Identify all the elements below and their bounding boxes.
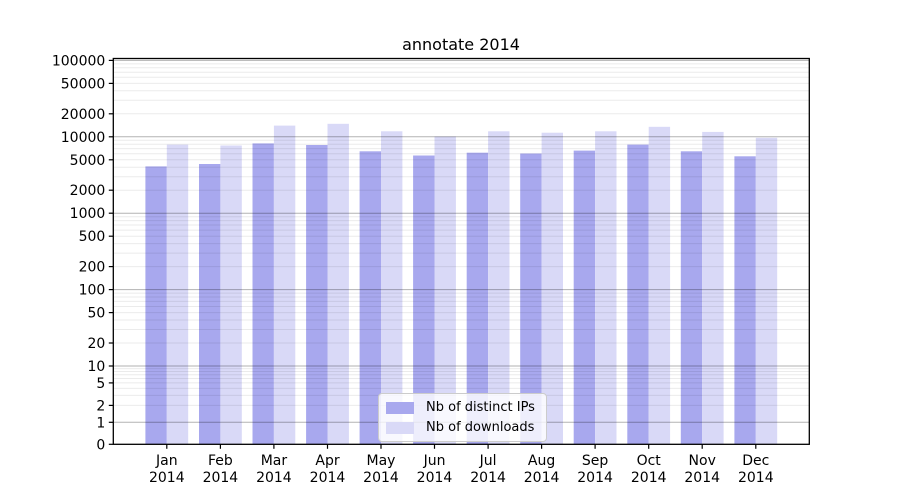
bar-nb-of-distinct-ips-dec xyxy=(734,156,756,445)
bar-nb-of-downloads-jun xyxy=(434,136,456,445)
y-tick-label-100: 100 xyxy=(79,283,106,299)
x-tick-label-oct: Oct xyxy=(637,453,662,469)
bar-nb-of-downloads-may xyxy=(381,131,403,445)
x-tick-label-nov: Nov xyxy=(689,453,716,469)
bar-nb-of-downloads-apr xyxy=(327,123,349,445)
bar-nb-of-distinct-ips-jan xyxy=(145,166,167,445)
x-tick-label-jun: Jun xyxy=(423,453,446,469)
x-tick-label-year-oct: 2014 xyxy=(631,470,667,486)
y-tick-label-2: 2 xyxy=(96,398,105,414)
x-tick-label-year-jul: 2014 xyxy=(470,470,506,486)
y-tick-label-200: 200 xyxy=(79,260,106,276)
bar-nb-of-downloads-oct xyxy=(648,126,671,445)
y-tick-label-5: 5 xyxy=(96,376,105,392)
x-tick-label-jan: Jan xyxy=(155,453,178,469)
x-tick-label-year-jun: 2014 xyxy=(417,470,453,486)
y-tick-label-500: 500 xyxy=(79,229,106,245)
bar-nb-of-distinct-ips-sep xyxy=(573,150,596,445)
y-tick-label-10000: 10000 xyxy=(61,130,106,146)
x-tick-label-year-aug: 2014 xyxy=(524,470,560,486)
bar-nb-of-distinct-ips-nov xyxy=(680,151,703,445)
y-tick-label-50000: 50000 xyxy=(61,76,106,92)
x-tick-label-apr: Apr xyxy=(315,453,339,469)
x-tick-label-year-jan: 2014 xyxy=(149,470,185,486)
bar-nb-of-downloads-aug xyxy=(541,132,563,445)
legend-swatch-distinct-ips-icon xyxy=(386,401,414,414)
y-tick-label-2000: 2000 xyxy=(70,183,106,199)
bar-nb-of-downloads-sep xyxy=(595,131,617,445)
bar-nb-of-downloads-jan xyxy=(166,144,189,445)
bar-nb-of-distinct-ips-apr xyxy=(306,145,328,445)
bar-nb-of-distinct-ips-aug xyxy=(520,153,542,445)
x-tick-label-year-nov: 2014 xyxy=(684,470,720,486)
x-tick-label-feb: Feb xyxy=(208,453,233,469)
x-tick-label-year-feb: 2014 xyxy=(203,470,239,486)
bar-nb-of-downloads-mar xyxy=(273,125,296,445)
x-tick-label-year-mar: 2014 xyxy=(256,470,292,486)
axes-frame xyxy=(112,57,810,445)
legend-label-downloads: Nb of downloads xyxy=(426,420,535,435)
x-tick-label-year-sep: 2014 xyxy=(577,470,613,486)
bar-nb-of-distinct-ips-oct xyxy=(627,144,649,445)
bar-nb-of-distinct-ips-jun xyxy=(413,155,435,445)
x-tick-label-sep: Sep xyxy=(582,453,609,469)
legend-item-distinct-ips: Nb of distinct IPs xyxy=(386,400,535,415)
y-tick-label-1: 1 xyxy=(96,415,105,431)
y-tick-label-5000: 5000 xyxy=(70,153,106,169)
legend: Nb of distinct IPs Nb of downloads xyxy=(378,393,547,442)
x-tick-label-may: May xyxy=(367,453,396,469)
y-tick-label-20: 20 xyxy=(87,336,105,352)
y-tick-label-10: 10 xyxy=(87,359,105,375)
y-tick-label-1000: 1000 xyxy=(70,206,106,222)
y-tick-label-0: 0 xyxy=(96,437,105,453)
bar-nb-of-downloads-jul xyxy=(488,131,510,445)
legend-item-downloads: Nb of downloads xyxy=(386,420,535,435)
x-tick-label-dec: Dec xyxy=(742,453,769,469)
chart-title: annotate 2014 xyxy=(402,35,520,54)
bar-nb-of-downloads-dec xyxy=(755,137,778,445)
x-tick-label-year-may: 2014 xyxy=(363,470,399,486)
bar-nb-of-distinct-ips-feb xyxy=(199,164,221,445)
x-tick-label-aug: Aug xyxy=(528,453,555,469)
y-tick-label-100000: 100000 xyxy=(52,53,105,69)
legend-label-distinct-ips: Nb of distinct IPs xyxy=(426,400,535,415)
y-tick-label-50: 50 xyxy=(87,306,105,322)
legend-swatch-downloads-icon xyxy=(386,421,414,434)
x-tick-label-mar: Mar xyxy=(261,453,288,469)
y-tick-label-20000: 20000 xyxy=(61,107,106,123)
x-tick-label-year-apr: 2014 xyxy=(310,470,346,486)
bar-nb-of-distinct-ips-mar xyxy=(252,143,274,445)
bar-nb-of-distinct-ips-jul xyxy=(466,152,489,445)
bar-nb-of-downloads-feb xyxy=(220,145,242,445)
x-tick-label-year-dec: 2014 xyxy=(738,470,774,486)
bar-nb-of-distinct-ips-may xyxy=(359,151,381,445)
bar-nb-of-downloads-nov xyxy=(702,131,724,445)
x-tick-label-jul: Jul xyxy=(479,453,497,469)
